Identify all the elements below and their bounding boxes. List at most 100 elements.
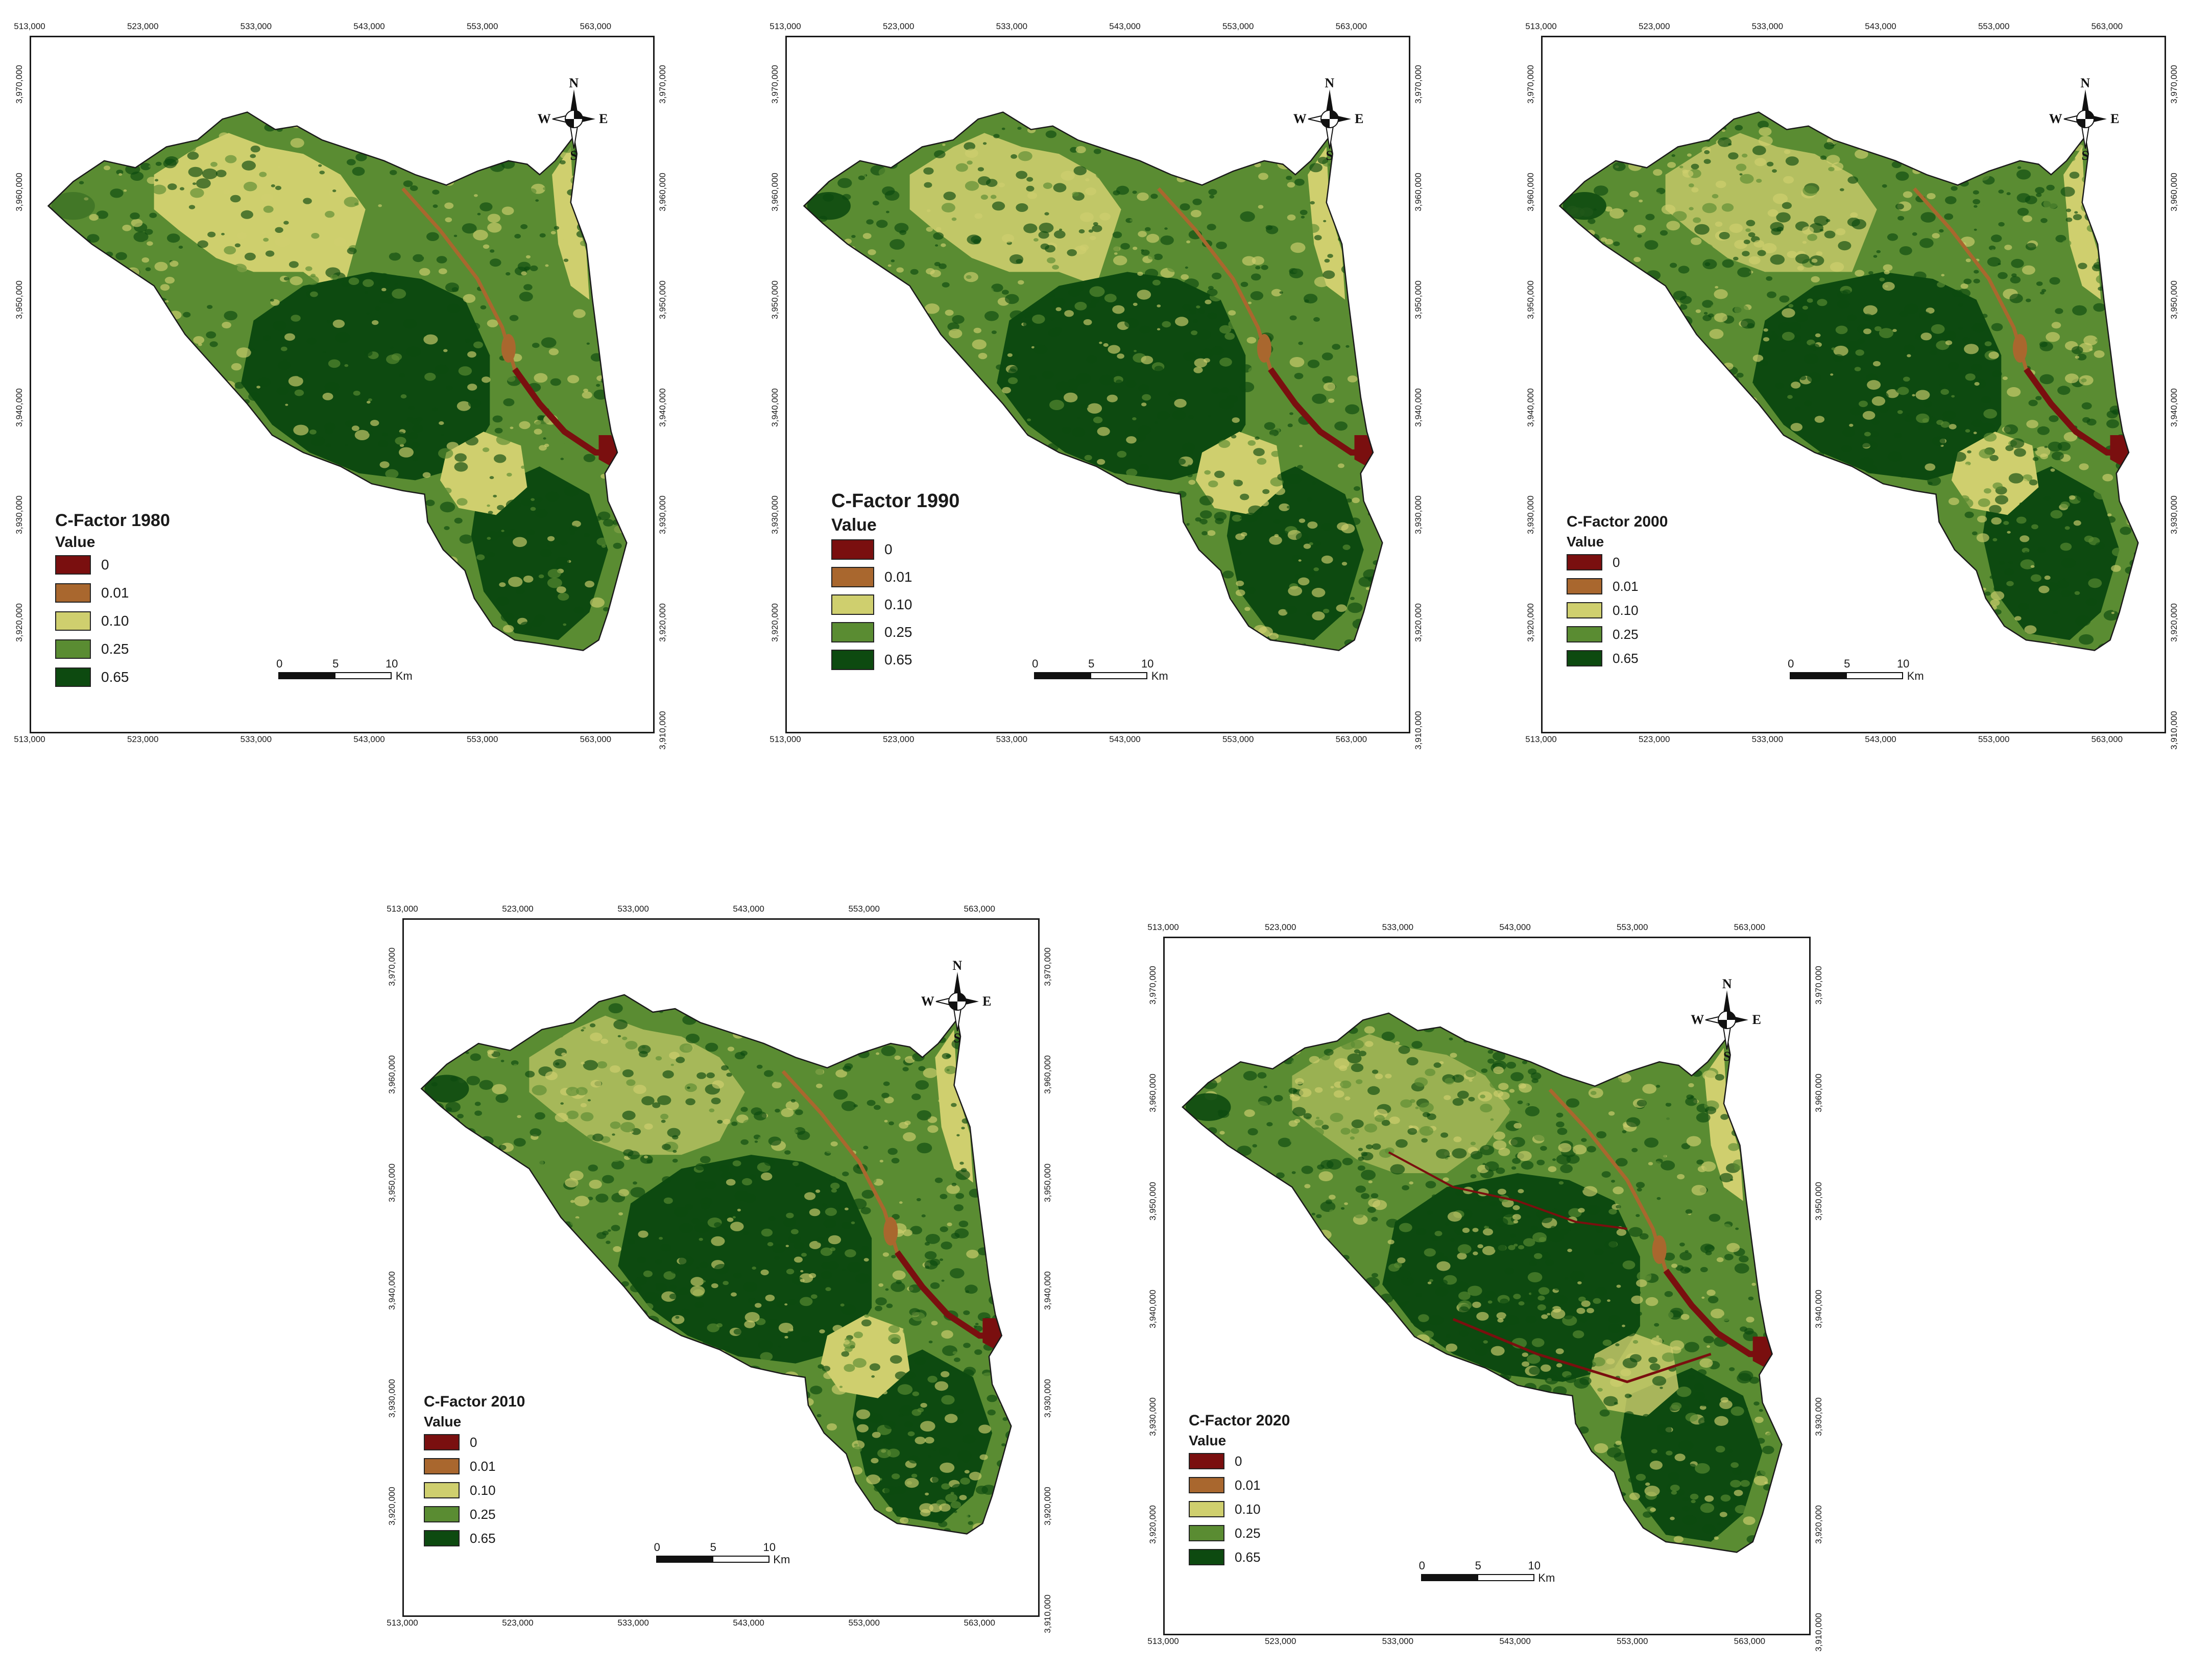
texture-speckle: [1823, 142, 1835, 150]
texture-speckle: [1650, 118, 1665, 129]
texture-speckle: [519, 421, 531, 430]
texture-speckle: [741, 1511, 755, 1521]
texture-speckle: [70, 275, 80, 282]
texture-speckle: [1094, 520, 1102, 526]
texture-speckle: [1072, 192, 1079, 197]
texture-speckle: [981, 1372, 996, 1383]
y-tick-label: 3,950,000: [1148, 1181, 1158, 1221]
texture-speckle: [1200, 348, 1214, 359]
texture-speckle: [1728, 644, 1736, 649]
texture-speckle: [87, 160, 97, 167]
texture-speckle: [1932, 613, 1942, 620]
texture-speckle: [1841, 445, 1852, 452]
texture-speckle: [764, 1070, 774, 1077]
texture-speckle: [1107, 394, 1118, 402]
texture-speckle: [1709, 329, 1724, 339]
texture-speckle: [784, 1451, 799, 1462]
texture-speckle: [113, 481, 119, 485]
texture-speckle: [612, 1133, 615, 1136]
texture-speckle: [290, 138, 304, 148]
texture-speckle: [316, 523, 323, 528]
texture-speckle: [437, 1261, 452, 1272]
texture-speckle: [1376, 264, 1382, 269]
texture-speckle: [626, 400, 627, 406]
texture-speckle: [1162, 636, 1177, 647]
texture-speckle: [827, 1057, 833, 1062]
texture-speckle: [123, 328, 131, 333]
y-tick-label: 3,950,000: [2169, 280, 2179, 319]
texture-speckle: [2119, 543, 2123, 546]
texture-speckle: [489, 1330, 501, 1339]
texture-speckle: [117, 347, 131, 357]
x-tick-label: 563,000: [580, 734, 612, 744]
texture-speckle: [416, 417, 423, 421]
texture-speckle: [280, 346, 287, 351]
texture-speckle: [1711, 544, 1724, 554]
texture-speckle: [928, 1340, 933, 1344]
texture-speckle: [916, 1198, 921, 1202]
texture-speckle: [612, 1449, 627, 1460]
texture-speckle: [895, 317, 901, 321]
texture-speckle: [939, 263, 947, 269]
texture-speckle: [277, 361, 291, 370]
texture-speckle: [1200, 510, 1212, 519]
texture-speckle: [1839, 641, 1849, 649]
texture-speckle: [864, 1045, 868, 1048]
texture-speckle: [1831, 347, 1836, 350]
texture-speckle: [995, 1073, 1008, 1082]
scale-tick-label: 0: [654, 1540, 660, 1554]
x-tick-label: 513,000: [14, 734, 45, 744]
texture-speckle: [975, 446, 991, 457]
texture-speckle: [468, 398, 482, 408]
texture-speckle: [1645, 213, 1655, 221]
texture-speckle: [284, 333, 295, 341]
texture-speckle: [296, 508, 307, 516]
texture-speckle: [910, 269, 919, 275]
texture-speckle: [1323, 220, 1327, 223]
texture-speckle: [630, 1187, 645, 1198]
texture-speckle: [566, 1296, 571, 1299]
texture-speckle: [567, 1326, 573, 1330]
texture-speckle: [977, 611, 982, 614]
texture-speckle: [924, 432, 931, 438]
texture-speckle: [1350, 517, 1361, 526]
texture-speckle: [469, 1247, 474, 1251]
texture-speckle: [674, 1384, 685, 1391]
texture-speckle: [1103, 593, 1108, 597]
texture-speckle: [1132, 506, 1138, 510]
texture-speckle: [456, 1131, 461, 1134]
texture-speckle: [1248, 367, 1259, 374]
texture-speckle: [403, 495, 414, 503]
texture-speckle: [1104, 480, 1120, 490]
texture-speckle: [1678, 516, 1689, 523]
compass-s-label: S: [953, 1031, 961, 1046]
texture-speckle: [1674, 1453, 1686, 1462]
x-tick-label: 513,000: [770, 21, 801, 31]
texture-speckle: [2086, 418, 2097, 426]
texture-speckle: [828, 1509, 840, 1517]
texture-speckle: [1702, 203, 1717, 213]
texture-speckle: [1892, 329, 1897, 332]
scale-bar-graphic: [656, 1555, 770, 1563]
texture-speckle: [966, 1064, 981, 1075]
texture-speckle: [839, 288, 854, 298]
texture-speckle: [1139, 325, 1151, 334]
texture-speckle: [2098, 643, 2112, 651]
texture-speckle: [1041, 494, 1054, 504]
texture-speckle: [438, 448, 453, 459]
texture-speckle: [938, 1099, 944, 1103]
texture-speckle: [885, 432, 898, 441]
texture-speckle: [1737, 411, 1742, 414]
texture-speckle: [92, 330, 104, 338]
texture-speckle: [2008, 528, 2013, 532]
texture-speckle: [966, 275, 972, 279]
texture-speckle: [1600, 367, 1610, 374]
texture-speckle: [1823, 563, 1838, 574]
y-tick-label: 3,910,000: [1814, 1613, 1823, 1652]
texture-speckle: [243, 643, 252, 650]
texture-speckle: [1204, 293, 1209, 297]
texture-speckle: [79, 246, 85, 251]
texture-speckle: [259, 172, 267, 177]
texture-speckle: [994, 1002, 998, 1005]
texture-speckle: [1037, 280, 1047, 288]
